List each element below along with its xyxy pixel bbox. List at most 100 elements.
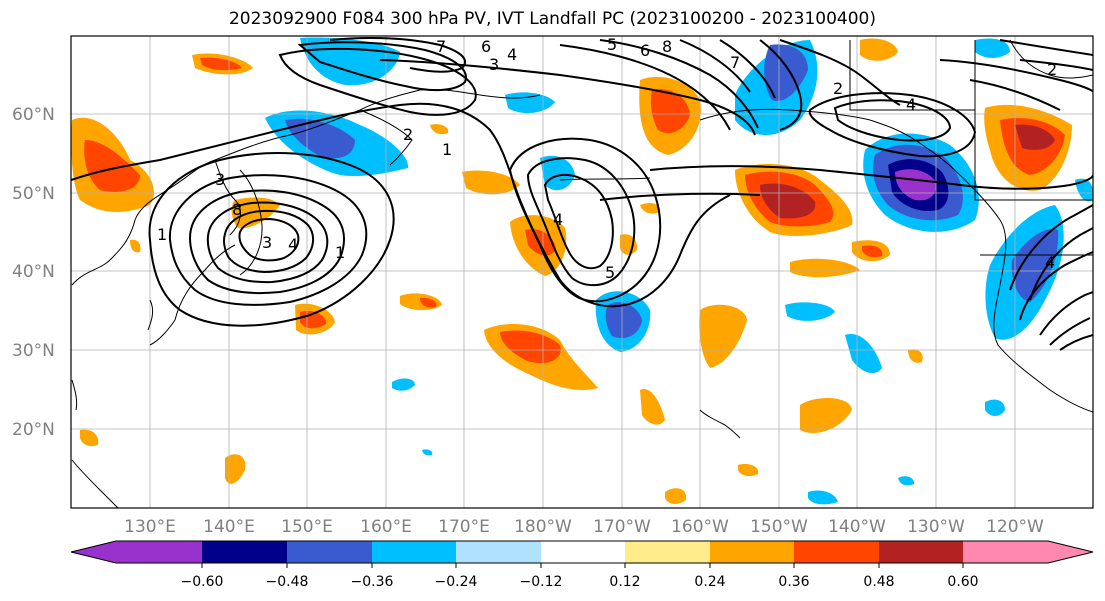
colorbar-ticks	[201, 563, 964, 568]
contour-label: 3	[215, 170, 225, 189]
colorbar-segment	[372, 541, 456, 563]
lon-label: 140°E	[203, 517, 255, 537]
positive-anomaly-core	[84, 140, 140, 192]
lon-label: 130°E	[124, 517, 176, 537]
contour-label: 1	[442, 140, 452, 159]
longitude-labels: 130°E 140°E 150°E 160°E 170°E 180°W 170°…	[124, 517, 1044, 537]
colorbar: −0.60 −0.48 −0.36 −0.24 −0.12 0.12 0.24 …	[70, 540, 1094, 590]
positive-anomaly-core	[862, 245, 883, 258]
lon-label: 180°W	[514, 517, 572, 537]
contour-label: 6	[640, 41, 650, 60]
pv-anomaly-fills	[71, 37, 1093, 505]
contour-label: 4	[906, 95, 916, 114]
lon-label: 160°E	[360, 517, 412, 537]
negative-anomaly-patch	[808, 490, 838, 505]
contour-label: 3	[489, 55, 499, 74]
colorbar-tick-label: 0.12	[609, 574, 640, 590]
contour-label: 8	[232, 200, 242, 219]
negative-anomaly-patch	[785, 302, 835, 321]
positive-anomaly-patch	[665, 488, 687, 504]
colorbar-tick-label: 0.48	[863, 574, 894, 590]
contour-label: 1	[335, 243, 345, 262]
positive-anomaly-patch	[130, 239, 141, 253]
lat-label: 60°N	[12, 105, 55, 125]
contour-label: 2	[403, 125, 413, 144]
lon-label: 150°W	[750, 517, 808, 537]
contour-label: 2	[1047, 60, 1057, 79]
lat-label: 30°N	[12, 341, 55, 361]
colorbar-segment	[71, 541, 202, 563]
positive-anomaly-patch	[430, 124, 449, 135]
latitude-labels: 60°N 50°N 40°N 30°N 20°N	[12, 105, 55, 440]
colorbar-segment	[710, 541, 794, 563]
negative-anomaly-patch	[422, 449, 433, 456]
contour-label: 7	[730, 53, 740, 72]
contour-label: 2	[833, 79, 843, 98]
positive-anomaly-core	[420, 297, 437, 308]
positive-anomaly-patch	[860, 38, 898, 61]
colorbar-tick-label: 0.60	[947, 574, 978, 590]
colorbar-tick-label: −0.24	[435, 574, 478, 590]
negative-anomaly-patch	[898, 476, 915, 486]
negative-anomaly-core	[285, 118, 355, 159]
colorbar-tick-label: −0.12	[520, 574, 563, 590]
positive-anomaly-patch	[80, 429, 99, 447]
positive-anomaly-max	[1015, 124, 1055, 150]
positive-anomaly-core	[200, 57, 242, 71]
positive-anomaly-patch	[462, 170, 520, 195]
lat-label: 40°N	[12, 262, 55, 282]
negative-anomaly-patch	[845, 334, 882, 374]
contour-label: 3	[262, 233, 272, 252]
positive-anomaly-patch	[225, 454, 246, 484]
colorbar-segment	[963, 541, 1093, 563]
contour-label: 4	[288, 235, 298, 254]
positive-anomaly-patch	[790, 258, 860, 278]
lat-label: 50°N	[12, 184, 55, 204]
contour-label: 7	[436, 37, 446, 56]
contour-label: 5	[607, 35, 617, 54]
lon-label: 160°W	[671, 517, 729, 537]
negative-anomaly-patch	[985, 399, 1005, 416]
colorbar-tick-label: 0.24	[694, 574, 725, 590]
negative-anomaly-patch	[1075, 178, 1093, 202]
colorbar-tick-label: 0.36	[778, 574, 809, 590]
contour-label: 4	[553, 210, 563, 229]
colorbar-tick-label: −0.36	[351, 574, 394, 590]
lon-label: 170°E	[438, 517, 490, 537]
contour-label: 8	[662, 37, 672, 56]
colorbar-tick-label: −0.60	[181, 574, 224, 590]
lat-label: 20°N	[12, 420, 55, 440]
contour-label: 4	[1045, 253, 1055, 272]
colorbar-segment	[287, 541, 372, 563]
positive-anomaly-patch	[699, 304, 747, 368]
map-title: 2023092900 F084 300 hPa PV, IVT Landfall…	[228, 9, 876, 29]
contour-label: 5	[605, 263, 615, 282]
contour-labels: 7 6 3 4 5 6 8 7 2 2 4 1 2 4 3 1 8 4 3 1 …	[157, 35, 1057, 282]
negative-anomaly-min	[895, 169, 937, 201]
negative-anomaly-patch	[392, 378, 415, 391]
negative-anomaly-core	[1011, 229, 1059, 302]
colorbar-outline	[70, 540, 1094, 564]
contour-label: 6	[481, 37, 491, 56]
lon-label: 120°W	[986, 517, 1044, 537]
colorbar-segment	[456, 541, 541, 563]
positive-anomaly-core	[500, 330, 561, 364]
colorbar-segment	[541, 541, 625, 563]
colorbar-segment	[625, 541, 710, 563]
positive-anomaly-core	[650, 89, 690, 134]
map-frame	[70, 35, 1094, 509]
positive-anomaly-patch	[908, 349, 923, 363]
lon-label: 170°W	[593, 517, 651, 537]
positive-anomaly-patch	[800, 398, 852, 434]
positive-anomaly-max	[760, 183, 816, 219]
positive-anomaly-patch	[738, 464, 759, 477]
lat-lon-gridlines	[71, 36, 1093, 508]
contour-label: 1	[157, 225, 167, 244]
positive-anomaly-patch	[640, 389, 665, 425]
negative-anomaly-patch	[540, 155, 575, 191]
lon-label: 140°W	[828, 517, 886, 537]
colorbar-segment	[202, 541, 287, 563]
colorbar-tick-label: −0.48	[266, 574, 309, 590]
colorbar-segment	[794, 541, 879, 563]
